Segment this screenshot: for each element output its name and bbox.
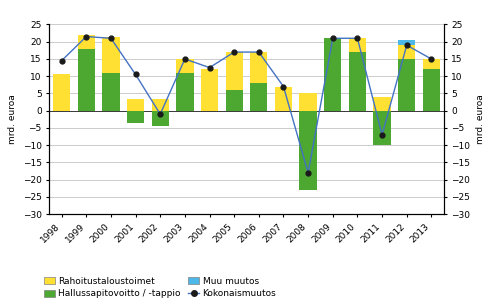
Bar <box>324 38 341 111</box>
Bar <box>151 99 169 111</box>
Bar <box>201 69 218 111</box>
Bar <box>225 90 243 111</box>
Bar <box>127 99 144 111</box>
Y-axis label: mrd. euroa: mrd. euroa <box>476 95 485 144</box>
Bar <box>77 35 95 49</box>
Bar <box>250 52 267 83</box>
Bar <box>299 93 317 111</box>
Bar <box>102 36 119 73</box>
Bar <box>398 59 415 111</box>
Bar <box>398 45 415 59</box>
Y-axis label: mrd. euroa: mrd. euroa <box>8 95 17 144</box>
Bar <box>127 111 144 123</box>
Legend: Rahoitustaloustoimet, Hallussapitovoitto / -tappio, Muu muutos, Kokonaismuutos: Rahoitustaloustoimet, Hallussapitovoitto… <box>44 277 276 298</box>
Bar <box>275 87 292 111</box>
Bar <box>176 59 193 73</box>
Bar <box>225 52 243 90</box>
Bar <box>299 111 317 190</box>
Bar <box>349 38 366 52</box>
Bar <box>77 49 95 111</box>
Bar <box>53 74 70 111</box>
Bar <box>373 111 390 145</box>
Bar <box>176 73 193 111</box>
Bar <box>423 59 440 69</box>
Bar <box>102 73 119 111</box>
Bar <box>349 52 366 111</box>
Bar <box>398 40 415 45</box>
Bar <box>373 97 390 111</box>
Bar <box>250 83 267 111</box>
Bar <box>151 111 169 126</box>
Bar <box>423 69 440 111</box>
